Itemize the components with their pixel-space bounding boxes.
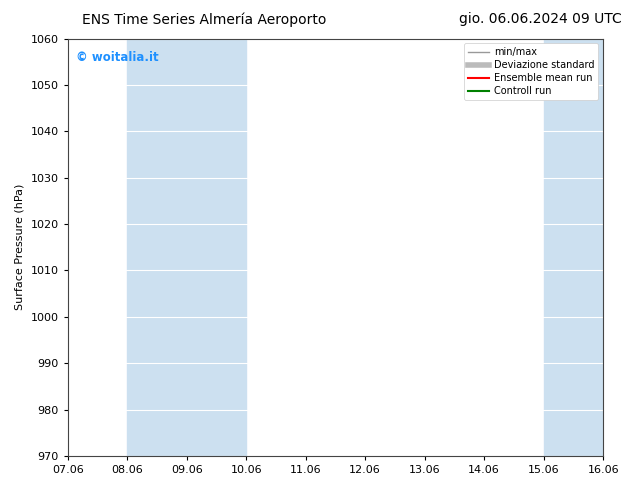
Y-axis label: Surface Pressure (hPa): Surface Pressure (hPa) [15,184,25,311]
Text: ENS Time Series Almería Aeroporto: ENS Time Series Almería Aeroporto [82,12,327,27]
Text: gio. 06.06.2024 09 UTC: gio. 06.06.2024 09 UTC [458,12,621,26]
Bar [127,39,246,456]
Bar [544,39,603,456]
Text: © woitalia.it: © woitalia.it [75,51,158,64]
Legend: min/max, Deviazione standard, Ensemble mean run, Controll run: min/max, Deviazione standard, Ensemble m… [464,44,598,100]
